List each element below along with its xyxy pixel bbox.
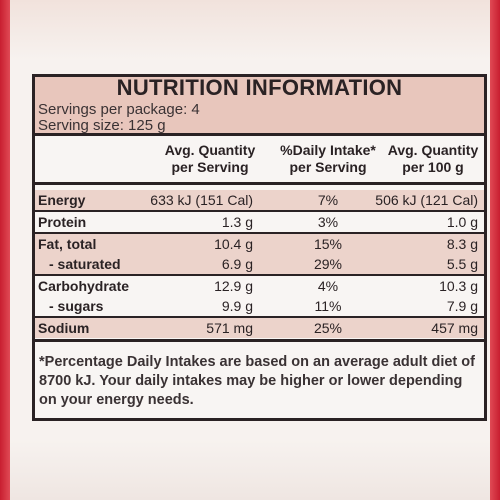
- package-edge-right: [490, 0, 500, 500]
- per-100g-value: 8.3 g: [446, 236, 478, 252]
- serving-size: Serving size: 125 g: [38, 117, 166, 134]
- nutrient-name: - sugars: [49, 298, 104, 314]
- package-edge-left: [0, 0, 10, 500]
- daily-intake-value: 11%: [314, 298, 342, 314]
- per-serving-value: 6.9 g: [221, 256, 253, 272]
- daily-intake-value: 15%: [313, 236, 343, 252]
- per-serving-value: 12.9 g: [214, 278, 253, 294]
- nutrient-name: Carbohydrate: [38, 278, 130, 294]
- nutrient-name: Energy: [38, 192, 86, 208]
- nutrient-name: Sodium: [38, 320, 90, 336]
- per-100g-value: 10.3 g: [439, 278, 478, 294]
- col-header-per-serving-line1: Avg. Quantity: [164, 142, 256, 158]
- table-row-sugars: - sugars 9.9 g 11% 7.9 g: [35, 296, 484, 316]
- col-header-per-serving-line2: per Serving: [171, 159, 249, 175]
- nutrient-name: Fat, total: [38, 236, 97, 252]
- daily-intake-footnote: *Percentage Daily Intakes are based on a…: [39, 354, 475, 408]
- per-100g-value: 1.0 g: [446, 214, 478, 230]
- col-header-per-100g: Avg. Quantity per 100 g: [381, 142, 485, 176]
- per-serving-value: 10.4 g: [214, 236, 253, 252]
- per-serving-value: 9.9 g: [221, 298, 253, 314]
- per-100g-value: 457 mg: [431, 320, 478, 336]
- daily-intake-value: 25%: [313, 320, 343, 336]
- nutrition-title: NUTRITION INFORMATION: [116, 75, 403, 100]
- per-serving-value: 1.3 g: [221, 214, 253, 230]
- per-100g-value: 506 kJ (121 Cal): [375, 192, 478, 208]
- table-header-rule: [35, 182, 484, 185]
- nutrition-panel: NUTRITION INFORMATION Servings per packa…: [32, 74, 487, 421]
- nutrient-name: Protein: [38, 214, 87, 230]
- nutrient-name: - saturated: [49, 256, 121, 272]
- col-header-daily-intake: %Daily Intake* per Serving: [273, 142, 383, 176]
- table-row-protein: Protein 1.3 g 3% 1.0 g: [35, 210, 484, 232]
- table-row-sodium: Sodium 571 mg 25% 457 mg: [35, 316, 484, 338]
- col-header-daily-intake-line2: per Serving: [289, 159, 367, 175]
- daily-intake-value: 4%: [317, 278, 339, 294]
- table-row-saturated: - saturated 6.9 g 29% 5.5 g: [35, 254, 484, 274]
- daily-intake-value: 29%: [313, 256, 343, 272]
- table-bottom-rule: [35, 339, 484, 342]
- col-header-per-100g-line1: Avg. Quantity: [387, 142, 479, 158]
- per-serving-value: 571 mg: [206, 320, 253, 336]
- table-row-carbohydrate: Carbohydrate 12.9 g 4% 10.3 g: [35, 274, 484, 296]
- nutrition-header: NUTRITION INFORMATION Servings per packa…: [35, 77, 484, 136]
- per-serving-value: 633 kJ (151 Cal): [150, 192, 253, 208]
- col-header-per-100g-line2: per 100 g: [402, 159, 464, 175]
- daily-intake-value: 7%: [317, 192, 339, 208]
- per-100g-value: 7.9 g: [446, 298, 478, 314]
- col-header-per-serving: Avg. Quantity per Serving: [155, 142, 265, 176]
- table-row-fat-total: Fat, total 10.4 g 15% 8.3 g: [35, 232, 484, 254]
- per-100g-value: 5.5 g: [446, 256, 478, 272]
- table-row-energy: Energy 633 kJ (151 Cal) 7% 506 kJ (121 C…: [35, 190, 484, 210]
- servings-per-package: Servings per package: 4: [38, 101, 200, 118]
- col-header-daily-intake-line1: %Daily Intake*: [280, 142, 376, 158]
- daily-intake-value: 3%: [317, 214, 339, 230]
- package-panel: NUTRITION INFORMATION Servings per packa…: [10, 0, 490, 500]
